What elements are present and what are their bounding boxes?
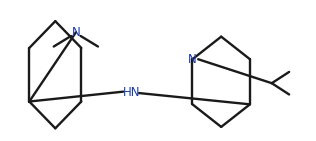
Text: N: N	[188, 53, 197, 66]
Text: HN: HN	[122, 86, 140, 99]
Text: N: N	[71, 26, 80, 39]
